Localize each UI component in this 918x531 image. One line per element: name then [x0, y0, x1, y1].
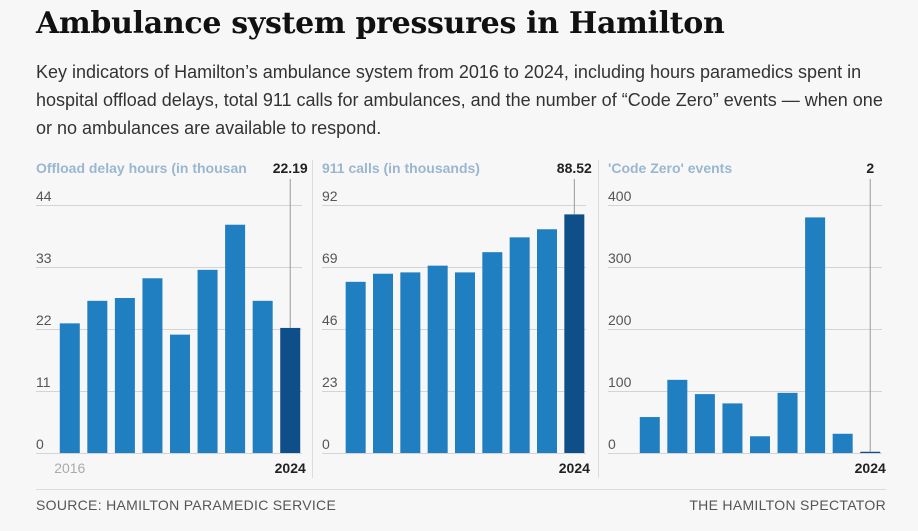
bar	[695, 394, 715, 453]
x-tick-label: 2016	[54, 460, 85, 476]
bar	[778, 393, 798, 453]
calls-911-chart-svg: 911 calls (in thousands) 0 23 46 69 92 88.52 20…	[322, 155, 592, 485]
bar	[860, 452, 880, 453]
bar	[170, 335, 190, 453]
bar	[510, 237, 530, 453]
code-zero-chart: 'Code Zero' events 0 100 200 300 400 2 2024	[608, 155, 888, 485]
bar	[400, 272, 420, 453]
bar	[537, 229, 557, 453]
bar	[805, 217, 825, 453]
panel-title: 'Code Zero' events	[608, 160, 732, 176]
x-tick-label: 2024	[275, 460, 306, 476]
last-value-label: 22.19	[273, 160, 308, 176]
bar	[455, 272, 475, 453]
y-tick-label: 23	[322, 374, 338, 390]
bar	[750, 436, 770, 453]
bar	[225, 225, 245, 453]
y-tick-label: 33	[36, 250, 52, 266]
source-note: SOURCE: HAMILTON PARAMEDIC SERVICE	[36, 497, 336, 513]
bar	[60, 323, 80, 453]
last-value-label: 2	[866, 160, 874, 176]
bar	[373, 274, 393, 453]
y-tick-label: 92	[322, 188, 338, 204]
bar	[428, 266, 448, 453]
footer-divider	[36, 489, 886, 490]
bar	[346, 282, 366, 453]
publisher-credit: THE HAMILTON SPECTATOR	[689, 497, 886, 513]
y-tick-label: 0	[36, 436, 44, 452]
x-tick-label: 2024	[855, 460, 886, 476]
y-tick-label: 69	[322, 250, 338, 266]
bar	[640, 417, 660, 453]
bar	[115, 298, 135, 453]
bar	[482, 252, 502, 453]
y-tick-label: 100	[608, 374, 632, 390]
bar	[722, 403, 742, 453]
panel-title: Offload delay hours (in thousan	[36, 160, 247, 176]
panel-divider	[598, 160, 599, 478]
chart-subtitle: Key indicators of Hamilton’s ambulance s…	[36, 58, 896, 142]
bar	[564, 214, 584, 453]
y-tick-label: 11	[36, 374, 51, 390]
y-tick-label: 44	[36, 188, 52, 204]
y-tick-label: 0	[608, 436, 616, 452]
y-tick-label: 0	[322, 436, 330, 452]
offload-delay-chart: Offload delay hours (in thousan 0 11 22 33 44…	[36, 155, 308, 485]
y-tick-label: 200	[608, 312, 632, 328]
chart-title: Ambulance system pressures in Hamilton	[36, 6, 725, 41]
bar	[87, 301, 107, 453]
panel-divider	[312, 160, 313, 478]
last-value-label: 88.52	[557, 160, 592, 176]
y-tick-label: 300	[608, 250, 632, 266]
offload-delay-chart-svg: Offload delay hours (in thousan 0 11 22 33 44…	[36, 155, 308, 485]
y-tick-label: 400	[608, 188, 632, 204]
x-tick-label: 2024	[559, 460, 590, 476]
panel-title: 911 calls (in thousands)	[322, 160, 480, 176]
bar	[198, 270, 218, 453]
bar	[667, 380, 687, 453]
bar	[253, 301, 273, 453]
bar	[142, 278, 162, 453]
bar	[280, 328, 300, 453]
code-zero-chart-svg: 'Code Zero' events 0 100 200 300 400 2 2024	[608, 155, 888, 485]
bar	[833, 434, 853, 453]
calls-911-chart: 911 calls (in thousands) 0 23 46 69 92 88.52 20…	[322, 155, 592, 485]
y-tick-label: 46	[322, 312, 338, 328]
y-tick-label: 22	[36, 312, 52, 328]
